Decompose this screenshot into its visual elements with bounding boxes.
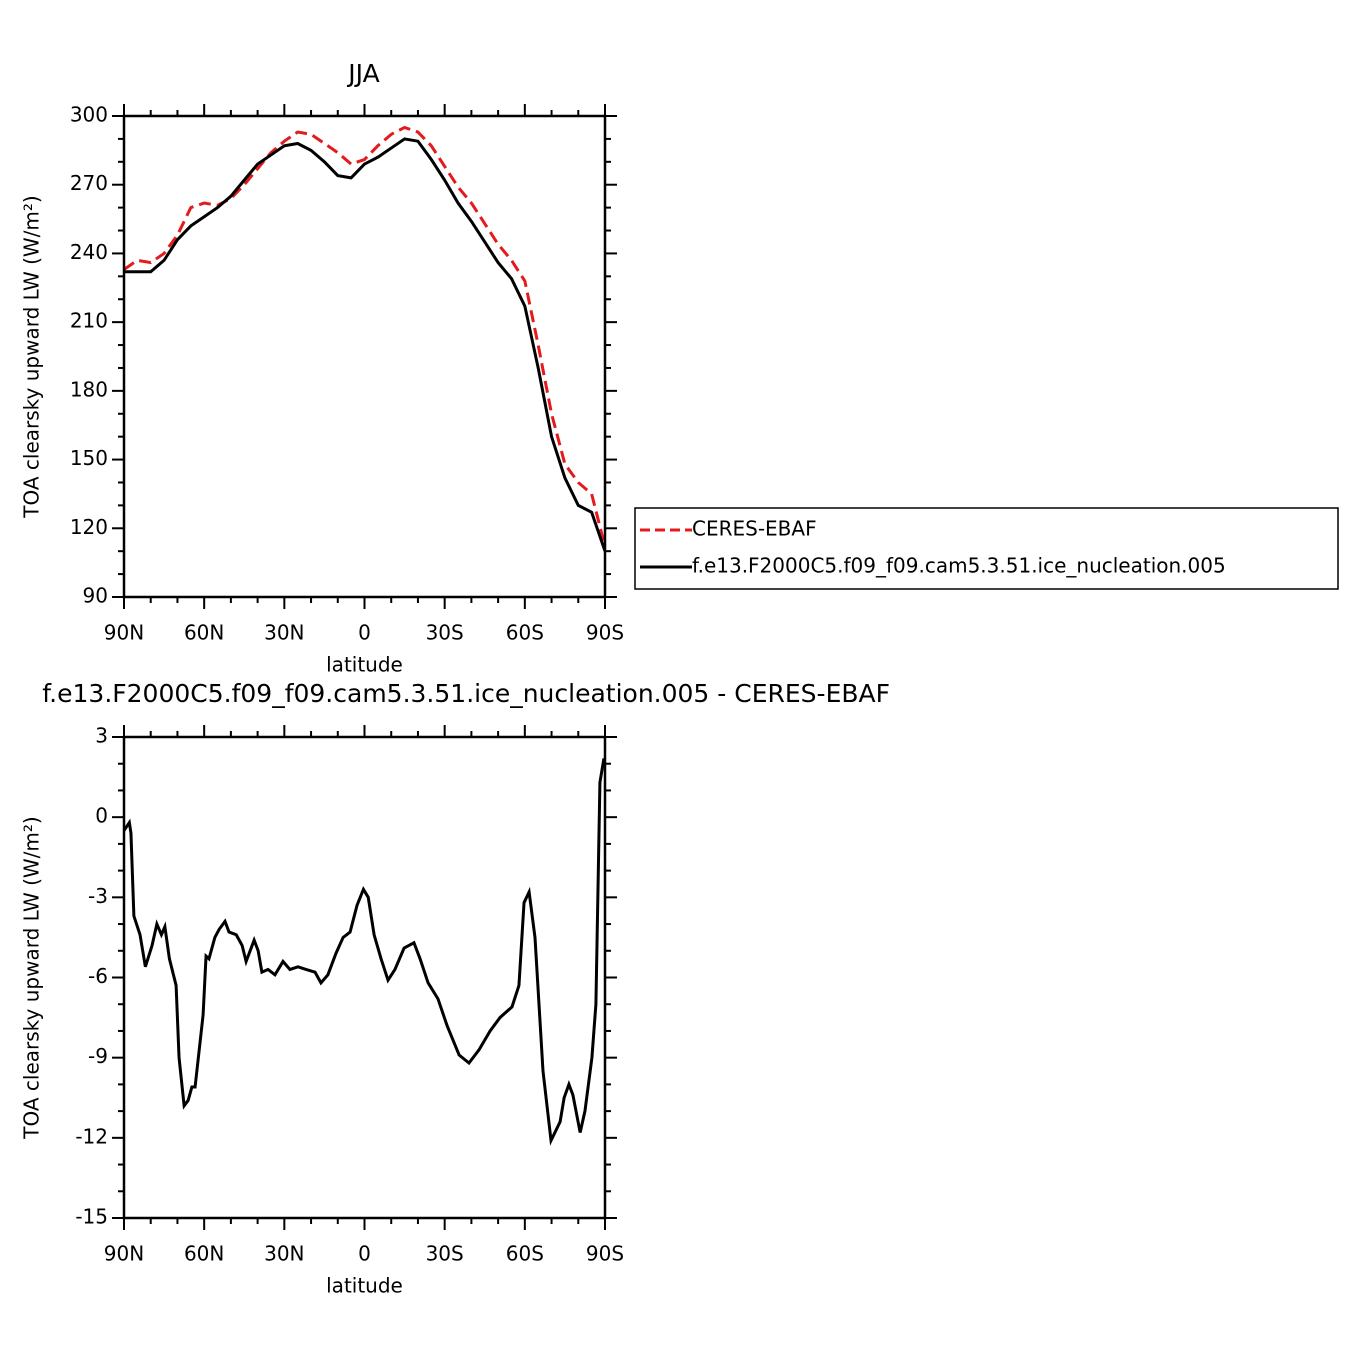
y-tick-label: -15 bbox=[75, 1205, 108, 1229]
data-line bbox=[124, 137, 607, 552]
x-tick-label: 0 bbox=[358, 1242, 371, 1266]
y-tick-label: 270 bbox=[70, 171, 108, 195]
x-tick-label: 0 bbox=[358, 621, 371, 645]
y-tick-label: 240 bbox=[70, 240, 108, 264]
y-tick-label: 3 bbox=[95, 724, 108, 748]
x-tick-label: 90N bbox=[104, 621, 144, 645]
x-tick-label: 60N bbox=[184, 621, 224, 645]
y-tick-label: 180 bbox=[70, 377, 108, 401]
plot-frame bbox=[122, 114, 607, 599]
y-tick-label: -6 bbox=[88, 964, 108, 988]
y-tick-label: 120 bbox=[70, 515, 108, 539]
x-tick-label: 30S bbox=[426, 1242, 464, 1266]
y-tick-label: -3 bbox=[88, 884, 108, 908]
y-axis-label: TOA clearsky upward LW (W/m²) bbox=[20, 195, 44, 518]
y-tick-label: -12 bbox=[75, 1124, 108, 1148]
y-tick-label: 90 bbox=[83, 584, 108, 608]
legend-box bbox=[634, 507, 1339, 590]
y-tick-label: 210 bbox=[70, 309, 108, 333]
y-axis-label: TOA clearsky upward LW (W/m²) bbox=[20, 816, 44, 1139]
data-line bbox=[123, 125, 607, 547]
chart-title: JJA bbox=[346, 59, 379, 88]
y-tick-label: 300 bbox=[70, 103, 108, 127]
x-tick-label: 30N bbox=[264, 621, 304, 645]
x-axis-label: latitude bbox=[326, 653, 403, 677]
x-tick-label: 60N bbox=[184, 1242, 224, 1266]
x-tick-label: 60S bbox=[506, 621, 544, 645]
data-line bbox=[122, 758, 606, 1146]
x-tick-label: 30S bbox=[426, 621, 464, 645]
x-tick-label: 30N bbox=[264, 1242, 304, 1266]
legend-label: CERES-EBAF bbox=[692, 517, 817, 541]
legend-label: f.e13.F2000C5.f09_f09.cam5.3.51.ice_nucl… bbox=[692, 554, 1226, 578]
x-axis-label: latitude bbox=[326, 1274, 403, 1298]
chart-title: f.e13.F2000C5.f09_f09.cam5.3.51.ice_nucl… bbox=[42, 679, 890, 708]
x-tick-label: 60S bbox=[506, 1242, 544, 1266]
x-tick-label: 90S bbox=[586, 621, 624, 645]
y-tick-label: 0 bbox=[95, 804, 108, 828]
y-tick-label: 150 bbox=[70, 446, 108, 470]
y-tick-label: -9 bbox=[88, 1044, 108, 1068]
x-tick-label: 90S bbox=[586, 1242, 624, 1266]
x-tick-label: 90N bbox=[104, 1242, 144, 1266]
plot-frame bbox=[122, 735, 607, 1220]
